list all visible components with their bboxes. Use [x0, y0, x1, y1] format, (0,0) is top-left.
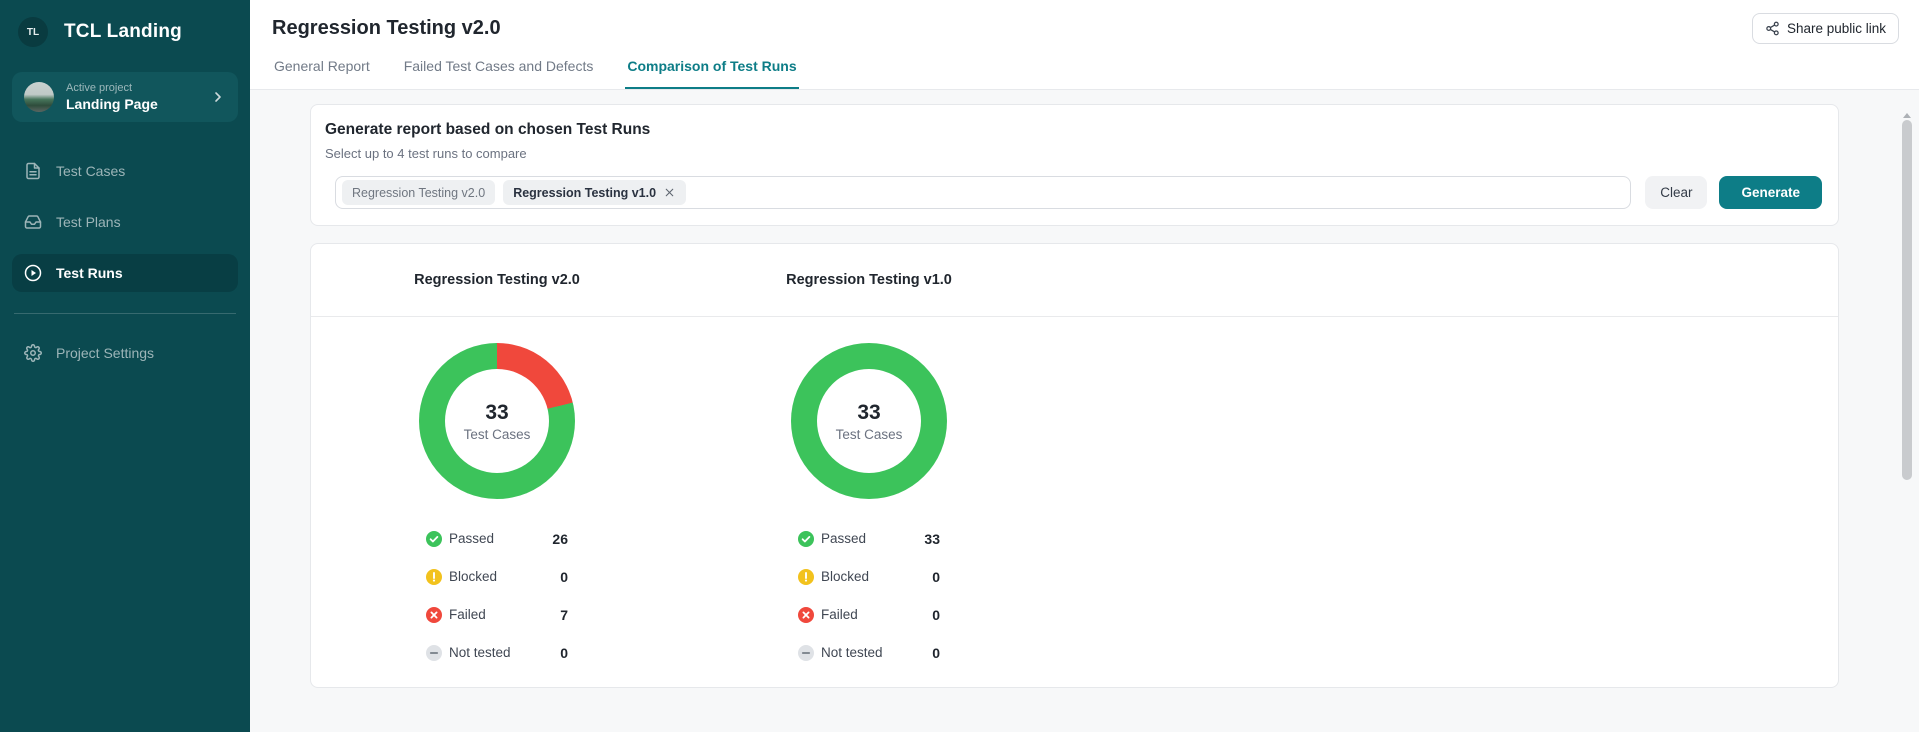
generate-report-subtitle: Select up to 4 test runs to compare	[325, 146, 527, 161]
sidebar-item-test-plans[interactable]: Test Plans	[12, 203, 238, 241]
legend-row-failed: Failed 7	[426, 603, 568, 626]
share-button-label: Share public link	[1786, 21, 1886, 36]
legend-value: 0	[560, 644, 568, 661]
run-column: 33 Test Cases Passed 26 Blocked	[311, 317, 683, 664]
legend-row-blocked: Blocked 0	[798, 565, 940, 588]
report-tabs: General Report Failed Test Cases and Def…	[272, 50, 1899, 89]
legend-value: 7	[560, 606, 568, 623]
selected-run-tag: Regression Testing v1.0	[503, 180, 687, 205]
inbox-icon	[24, 215, 42, 229]
blocked-icon	[798, 568, 814, 585]
failed-icon	[798, 606, 814, 623]
generate-report-card: Generate report based on chosen Test Run…	[310, 104, 1839, 226]
donut-total-label: Test Cases	[835, 426, 903, 442]
legend-value: 0	[932, 568, 940, 585]
sidebar-divider	[14, 313, 236, 314]
sidebar-item-label: Test Cases	[56, 163, 126, 179]
sidebar-item-label: Test Plans	[56, 214, 121, 230]
tab-general-report[interactable]: General Report	[274, 58, 370, 74]
vertical-scrollbar	[1901, 110, 1913, 732]
blocked-icon	[426, 568, 442, 585]
legend-label: Passed	[449, 531, 495, 546]
legend-row-not-tested: Not tested 0	[798, 641, 940, 664]
not-tested-icon	[426, 644, 442, 661]
gear-icon	[24, 344, 42, 362]
donut-chart: 33 Test Cases	[419, 343, 575, 499]
legend-value: 0	[932, 606, 940, 623]
sidebar-item-project-settings[interactable]: Project Settings	[12, 334, 238, 372]
main-area: Regression Testing v2.0 Share public lin…	[250, 0, 1919, 732]
legend-value: 33	[924, 530, 940, 547]
donut-total-value: 33	[485, 400, 509, 424]
active-project-name: Landing Page	[66, 96, 158, 112]
legend-label: Failed	[821, 607, 858, 622]
donut-center: 33 Test Cases	[817, 369, 921, 473]
sidebar-item-test-cases[interactable]: Test Cases	[12, 152, 238, 190]
comparison-header-row: Regression Testing v2.0 Regression Testi…	[311, 244, 1838, 317]
test-runs-select-input[interactable]: Regression Testing v2.0 Regression Testi…	[335, 176, 1632, 209]
generate-report-title: Generate report based on chosen Test Run…	[325, 121, 651, 138]
clear-button[interactable]: Clear	[1645, 176, 1708, 209]
selected-run-tag-label: Regression Testing v2.0	[352, 185, 486, 200]
sidebar-item-label: Project Settings	[56, 345, 155, 361]
workspace-avatar: TL	[18, 17, 48, 47]
run-title: Regression Testing v1.0	[786, 272, 952, 288]
sidebar-nav: Test Cases Test Plans Test Runs	[0, 152, 250, 305]
donut-center: 33 Test Cases	[445, 369, 549, 473]
legend-value: 26	[552, 530, 568, 547]
document-icon	[26, 162, 40, 180]
tab-comparison-of-test-runs[interactable]: Comparison of Test Runs	[625, 50, 799, 89]
scrollbar-thumb[interactable]	[1902, 120, 1912, 480]
scroll-up-icon[interactable]	[1903, 113, 1911, 118]
run-title: Regression Testing v2.0	[414, 272, 580, 288]
tab-failed-test-cases-and-defects[interactable]: Failed Test Cases and Defects	[403, 58, 594, 74]
legend-label: Passed	[821, 531, 867, 546]
legend-label: Failed	[449, 607, 486, 622]
passed-icon	[798, 530, 814, 547]
selected-run-tag-label: Regression Testing v1.0	[513, 185, 657, 200]
share-icon	[1766, 21, 1779, 36]
status-legend: Passed 33 Blocked 0 Failed 0	[798, 527, 940, 664]
legend-row-passed: Passed 26	[426, 527, 568, 550]
generate-button[interactable]: Generate	[1719, 176, 1822, 209]
comparison-card: Regression Testing v2.0 Regression Testi…	[310, 243, 1839, 688]
legend-row-failed: Failed 0	[798, 603, 940, 626]
selected-run-tag: Regression Testing v2.0	[342, 180, 496, 205]
legend-value: 0	[932, 644, 940, 661]
donut-chart: 33 Test Cases	[791, 343, 947, 499]
remove-tag-icon[interactable]	[663, 186, 676, 199]
legend-label: Blocked	[821, 569, 870, 584]
donut-total-label: Test Cases	[463, 426, 531, 442]
run-column: 33 Test Cases Passed 33 Blocked	[683, 317, 1055, 664]
sidebar-item-test-runs[interactable]: Test Runs	[12, 254, 238, 292]
donut-total-value: 33	[857, 400, 881, 424]
failed-icon	[426, 606, 442, 623]
page-header: Regression Testing v2.0 Share public lin…	[250, 0, 1919, 90]
legend-label: Blocked	[449, 569, 498, 584]
sidebar: TL TCL Landing Active project Landing Pa…	[0, 0, 250, 732]
share-public-link-button[interactable]: Share public link	[1751, 13, 1899, 44]
legend-value: 0	[560, 568, 568, 585]
project-avatar	[24, 82, 54, 112]
content-area: Generate report based on chosen Test Run…	[250, 90, 1919, 732]
status-legend: Passed 26 Blocked 0 Failed 7	[426, 527, 568, 664]
legend-label: Not tested	[821, 645, 883, 660]
chevron-right-icon	[215, 92, 221, 102]
legend-row-passed: Passed 33	[798, 527, 940, 550]
active-project-label: Active project	[66, 82, 133, 94]
active-project-switcher[interactable]: Active project Landing Page	[12, 72, 238, 122]
play-circle-icon	[24, 264, 42, 282]
legend-row-not-tested: Not tested 0	[426, 641, 568, 664]
workspace-name: TCL Landing	[64, 21, 182, 42]
sidebar-item-label: Test Runs	[56, 265, 123, 281]
not-tested-icon	[798, 644, 814, 661]
page-title: Regression Testing v2.0	[272, 17, 501, 39]
passed-icon	[426, 530, 442, 547]
workspace-row[interactable]: TL TCL Landing	[0, 14, 250, 50]
legend-label: Not tested	[449, 645, 511, 660]
legend-row-blocked: Blocked 0	[426, 565, 568, 588]
